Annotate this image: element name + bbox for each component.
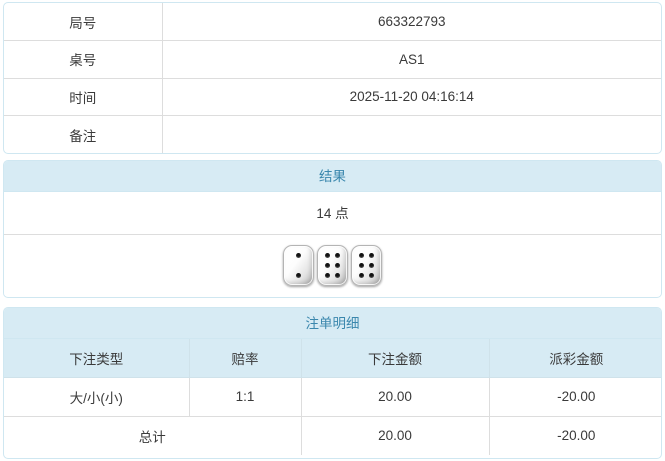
table-row: 局号 663322793 [4,3,661,41]
table-row: 时间 2025-11-20 04:16:14 [4,77,661,116]
die-pip [334,253,340,259]
result-points-total: 14 点 [4,192,661,235]
info-label-table-no: 桌号 [4,40,163,79]
info-value-table-no: AS1 [161,40,661,79]
die-pip [325,272,331,278]
info-value-remark [161,115,661,153]
result-panel: 结果 14 点 [3,160,662,298]
column-header-bet-amount: 下注金额 [300,339,490,378]
table-row: 备注 [4,115,661,153]
die-pip [359,253,365,259]
info-label-remark: 备注 [4,115,163,153]
info-label-time: 时间 [4,77,163,116]
die-3 [351,245,382,286]
cell-total-label: 总计 [4,415,302,455]
die-pip [359,272,365,278]
cell-odds: 1:1 [188,376,302,417]
die-pip [368,262,374,268]
info-value-time: 2025-11-20 04:16:14 [161,77,661,116]
column-header-odds: 赔率 [188,339,302,378]
die-face-6 [323,251,342,280]
info-value-round-no: 663322793 [161,3,661,41]
cell-payout-amount: -20.00 [488,376,661,417]
die-pip [296,272,301,278]
info-label-round-no: 局号 [4,3,163,41]
cell-bet-type: 大/小(小) [4,376,190,417]
table-total-row: 总计 20.00 -20.00 [4,415,661,455]
bet-detail-header: 注单明细 [4,308,661,339]
table-row: 大/小(小) 1:1 20.00 -20.00 [4,376,661,417]
die-2 [317,245,348,286]
die-pip [334,272,340,278]
game-info-table: 局号 663322793 桌号 AS1 时间 2025-11-20 04:16:… [4,3,661,153]
bet-detail-panel: 注单明细 下注类型 赔率 下注金额 派彩金额 大/小(小) 1:1 20.00 … [3,307,662,459]
column-header-bet-type: 下注类型 [4,339,190,378]
table-row: 桌号 AS1 [4,40,661,79]
die-pip [334,262,340,268]
die-pip [325,253,331,259]
die-face-2 [289,251,308,280]
cell-total-bet-amount: 20.00 [300,415,490,455]
game-info-panel: 局号 663322793 桌号 AS1 时间 2025-11-20 04:16:… [3,2,662,154]
bet-detail-table: 下注类型 赔率 下注金额 派彩金额 大/小(小) 1:1 20.00 -20.0… [4,339,661,455]
die-pip [296,253,301,259]
die-pip [368,272,374,278]
cell-bet-amount: 20.00 [300,376,490,417]
die-pip [359,262,365,268]
table-header-row: 下注类型 赔率 下注金额 派彩金额 [4,339,661,378]
dice-group [4,235,661,296]
die-pip [368,253,374,259]
die-1 [283,245,314,286]
column-header-payout-amount: 派彩金额 [488,339,661,378]
die-face-6 [357,251,376,280]
die-pip [325,262,331,268]
cell-total-payout-amount: -20.00 [488,415,661,455]
result-panel-header: 结果 [4,161,661,192]
